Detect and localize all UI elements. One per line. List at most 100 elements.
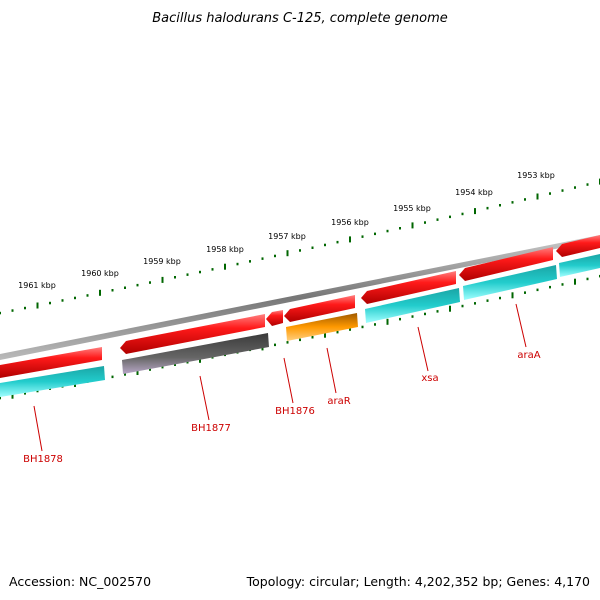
kbp-label: 1961 kbp [18, 281, 56, 290]
kbp-major-tick [224, 263, 226, 270]
genome-backbone [0, 235, 600, 360]
kbp-minor-tick [274, 254, 276, 258]
cds-araa[interactable] [463, 265, 557, 300]
kbp-minor-tick [424, 312, 426, 316]
cds-arar[interactable] [286, 313, 358, 341]
gene-xsa[interactable] [361, 271, 456, 304]
kbp-minor-tick [111, 375, 114, 379]
kbp-major-tick [574, 278, 576, 285]
kbp-major-tick [161, 276, 164, 283]
kbp-minor-tick [311, 336, 314, 339]
kbp-major-tick [474, 208, 476, 215]
cds-bh1878[interactable] [0, 366, 105, 397]
kbp-minor-tick [524, 291, 526, 294]
kbp-minor-tick [499, 204, 501, 207]
kbp-minor-tick [149, 368, 151, 371]
leader-xsa [417, 326, 429, 372]
kbp-minor-tick [399, 227, 401, 230]
kbp-minor-tick [274, 343, 276, 347]
leader-bh1877 [199, 375, 210, 421]
kbp-minor-tick [461, 304, 464, 308]
kbp-minor-tick [11, 309, 14, 312]
gene-arar[interactable] [284, 295, 355, 322]
kbp-major-tick [536, 193, 539, 200]
gene-label-bh1877[interactable]: BH1877 [191, 423, 231, 434]
kbp-minor-tick [49, 301, 51, 305]
leader-araa [515, 303, 527, 348]
kbp-minor-tick [424, 221, 426, 224]
kbp-minor-tick [436, 218, 439, 221]
kbp-minor-tick [549, 192, 551, 195]
kbp-major-tick [324, 331, 326, 338]
kbp-minor-tick [149, 281, 151, 284]
kbp-minor-tick [561, 283, 564, 286]
kbp-major-tick [11, 392, 14, 399]
gene-label-xsa[interactable]: xsa [421, 373, 438, 384]
kbp-minor-tick [36, 389, 39, 393]
kbp-minor-tick [474, 302, 476, 305]
gene-bh1878[interactable] [0, 347, 102, 378]
gene-bh1876[interactable] [266, 310, 283, 326]
kbp-minor-tick [574, 186, 576, 189]
kbp-minor-tick [411, 315, 414, 318]
kbp-minor-tick [511, 201, 514, 204]
kbp-label: 1954 kbp [455, 188, 493, 197]
kbp-minor-tick [124, 286, 126, 289]
kbp-minor-tick [399, 317, 401, 321]
kbp-minor-tick [186, 361, 189, 364]
cds-xsa[interactable] [365, 288, 460, 323]
gene-bh1877[interactable] [120, 314, 265, 354]
leader-bh1876 [283, 357, 294, 404]
kbp-label: 1953 kbp [517, 171, 555, 180]
kbp-minor-tick [174, 276, 176, 279]
kbp-minor-tick [361, 325, 364, 329]
kbp-label: 1958 kbp [206, 245, 244, 254]
kbp-minor-tick [161, 365, 164, 369]
gene-label-arar[interactable]: araR [327, 396, 350, 407]
kbp-minor-tick [499, 296, 501, 300]
kbp-minor-tick [336, 240, 339, 244]
kbp-minor-tick [361, 235, 364, 238]
gene-label-bh1878[interactable]: BH1878 [23, 454, 63, 465]
kbp-minor-tick [111, 289, 114, 292]
kbp-major-tick [511, 292, 514, 299]
kbp-minor-tick [0, 396, 1, 400]
kbp-major-tick [199, 356, 201, 363]
kbp-minor-tick [336, 330, 339, 334]
kbp-track-outer [0, 178, 600, 315]
kbp-label: 1955 kbp [393, 204, 431, 213]
kbp-minor-tick [74, 296, 76, 300]
genome-summary-text: Topology: circular; Length: 4,202,352 bp… [246, 574, 590, 589]
kbp-minor-tick [586, 183, 589, 186]
kbp-minor-tick [561, 189, 564, 192]
kbp-track-inner [0, 274, 600, 400]
kbp-major-tick [136, 369, 139, 375]
leader-bh1878 [33, 405, 43, 452]
kbp-minor-tick [199, 270, 201, 274]
cds-next[interactable] [559, 254, 600, 277]
kbp-major-tick [411, 222, 414, 229]
gene-next[interactable] [556, 235, 600, 257]
gene-label-araa[interactable]: araA [517, 350, 540, 361]
kbp-minor-tick [174, 363, 176, 366]
kbp-minor-tick [461, 212, 464, 216]
gene-araa[interactable] [459, 247, 553, 281]
kbp-minor-tick [24, 306, 26, 310]
cds-bh1877[interactable] [122, 333, 269, 374]
kbp-major-tick [349, 236, 351, 243]
kbp-minor-tick [586, 277, 589, 281]
kbp-minor-tick [261, 257, 264, 260]
kbp-major-tick [449, 305, 451, 312]
gene-label-bh1876[interactable]: BH1876 [275, 406, 315, 417]
kbp-minor-tick [61, 299, 64, 302]
kbp-minor-tick [186, 273, 189, 276]
kbp-minor-tick [211, 268, 214, 271]
kbp-minor-tick [299, 249, 301, 252]
kbp-minor-tick [386, 229, 389, 233]
kbp-minor-tick [449, 215, 451, 219]
kbp-major-tick [286, 250, 289, 257]
kbp-minor-tick [486, 299, 489, 302]
kbp-label: 1960 kbp [81, 269, 119, 278]
kbp-minor-tick [136, 283, 139, 287]
kbp-minor-tick [549, 285, 551, 289]
